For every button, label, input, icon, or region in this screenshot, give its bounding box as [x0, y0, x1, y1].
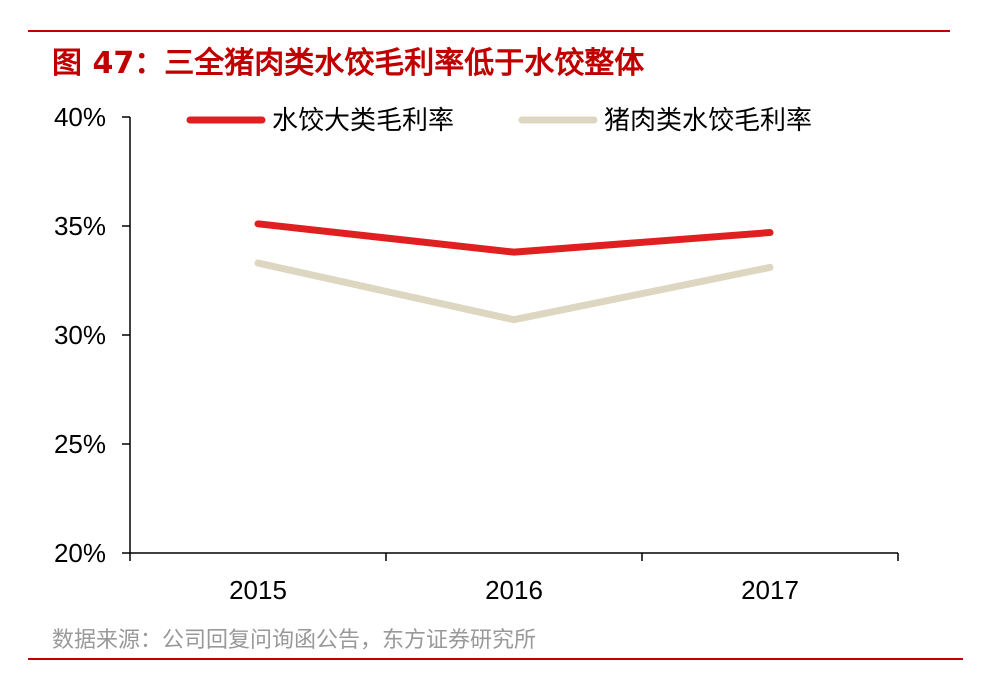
source-note: 数据来源：公司回复问询函公告，东方证券研究所 — [52, 628, 537, 653]
y-tick-label: 25% — [54, 429, 106, 459]
line-chart: 20% 25% 30% 35% 40% 2015 2016 2017 水饺大类毛利率 猪肉类水饺… — [54, 102, 899, 605]
legend-label-1: 水饺大类毛利率 — [272, 106, 454, 136]
x-tick-label: 2015 — [229, 575, 287, 605]
top-rule — [28, 30, 950, 32]
x-tick-label: 2017 — [741, 575, 799, 605]
y-tick-label: 20% — [54, 538, 106, 568]
y-tick-label: 40% — [54, 102, 106, 132]
legend-label-2: 猪肉类水饺毛利率 — [604, 106, 812, 136]
bottom-rule — [28, 658, 963, 660]
axes: 20% 25% 30% 35% 40% 2015 2016 2017 — [54, 102, 899, 605]
y-tick-label: 35% — [54, 211, 106, 241]
series-lines — [254, 220, 774, 324]
figure-title: 图 47：三全猪肉类水饺毛利率低于水饺整体 — [52, 46, 645, 81]
series-line-2 — [254, 259, 774, 324]
series-line-1 — [254, 220, 774, 256]
y-tick-label: 30% — [54, 320, 106, 350]
x-tick-label: 2016 — [485, 575, 543, 605]
legend: 水饺大类毛利率 猪肉类水饺毛利率 — [186, 106, 812, 136]
